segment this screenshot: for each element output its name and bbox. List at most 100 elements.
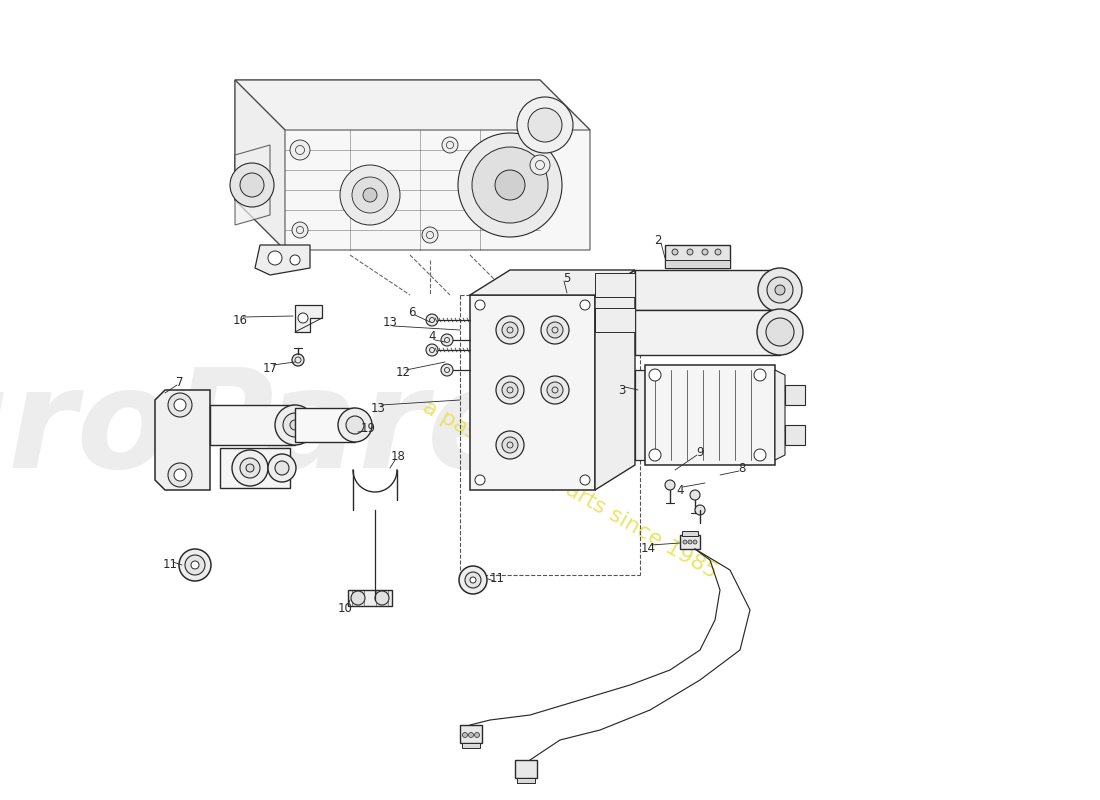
Circle shape [174, 469, 186, 481]
Circle shape [683, 540, 688, 544]
Circle shape [168, 463, 192, 487]
Circle shape [338, 408, 372, 442]
Text: 19: 19 [361, 422, 375, 434]
Circle shape [179, 549, 211, 581]
Circle shape [352, 177, 388, 213]
Circle shape [547, 322, 563, 338]
Text: 11: 11 [490, 571, 505, 585]
Circle shape [547, 382, 563, 398]
Circle shape [283, 413, 307, 437]
Circle shape [240, 173, 264, 197]
Polygon shape [235, 80, 285, 250]
Polygon shape [470, 295, 595, 490]
Circle shape [422, 227, 438, 243]
Circle shape [275, 405, 315, 445]
Circle shape [275, 461, 289, 475]
Circle shape [580, 300, 590, 310]
Polygon shape [666, 245, 730, 268]
Circle shape [458, 133, 562, 237]
Circle shape [375, 591, 389, 605]
Circle shape [496, 431, 524, 459]
Circle shape [528, 108, 562, 142]
Circle shape [268, 251, 282, 265]
Text: 4: 4 [428, 330, 436, 343]
Circle shape [191, 561, 199, 569]
Text: a passion for parts since 1985: a passion for parts since 1985 [419, 397, 720, 583]
Circle shape [475, 475, 485, 485]
Text: 8: 8 [738, 462, 746, 474]
Text: 4: 4 [676, 483, 684, 497]
Circle shape [470, 577, 476, 583]
Text: euroPares: euroPares [0, 362, 605, 498]
Circle shape [693, 540, 697, 544]
Circle shape [757, 309, 803, 355]
Circle shape [465, 572, 481, 588]
Bar [682, 531, 698, 536]
Text: 5: 5 [563, 271, 571, 285]
Circle shape [459, 566, 487, 594]
Polygon shape [235, 80, 590, 250]
Text: 10: 10 [338, 602, 352, 614]
Circle shape [441, 334, 453, 346]
Circle shape [649, 449, 661, 461]
Circle shape [290, 140, 310, 160]
Circle shape [472, 147, 548, 223]
Text: 2: 2 [654, 234, 662, 246]
Text: 13: 13 [371, 402, 385, 414]
Polygon shape [635, 370, 645, 460]
Circle shape [351, 591, 365, 605]
Polygon shape [595, 270, 635, 490]
Circle shape [290, 255, 300, 265]
Polygon shape [785, 425, 805, 445]
Circle shape [168, 393, 192, 417]
Text: 3: 3 [618, 383, 626, 397]
Circle shape [541, 316, 569, 344]
Circle shape [758, 268, 802, 312]
Bar [460, 725, 482, 743]
Bar [515, 760, 537, 778]
Circle shape [666, 480, 675, 490]
Circle shape [441, 364, 453, 376]
Circle shape [767, 277, 793, 303]
Circle shape [502, 382, 518, 398]
Circle shape [776, 285, 785, 295]
Circle shape [469, 733, 473, 738]
Circle shape [690, 490, 700, 500]
Circle shape [340, 165, 400, 225]
Bar [462, 743, 480, 748]
Circle shape [754, 369, 766, 381]
Circle shape [346, 416, 364, 434]
Circle shape [442, 137, 458, 153]
Circle shape [240, 458, 260, 478]
Bar [348, 590, 392, 606]
Text: 13: 13 [383, 317, 397, 330]
Circle shape [495, 170, 525, 200]
Circle shape [502, 322, 518, 338]
Circle shape [474, 733, 480, 738]
Polygon shape [776, 370, 785, 460]
Text: 9: 9 [696, 446, 704, 458]
Circle shape [649, 369, 661, 381]
Circle shape [766, 318, 794, 346]
Text: 11: 11 [163, 558, 177, 571]
Circle shape [426, 314, 438, 326]
Circle shape [290, 420, 300, 430]
Circle shape [292, 354, 304, 366]
Polygon shape [595, 308, 635, 332]
Circle shape [462, 733, 468, 738]
Circle shape [496, 376, 524, 404]
Circle shape [715, 249, 720, 255]
Polygon shape [155, 390, 210, 490]
Circle shape [702, 249, 708, 255]
Circle shape [298, 313, 308, 323]
Polygon shape [635, 310, 780, 355]
Circle shape [230, 163, 274, 207]
Circle shape [475, 300, 485, 310]
Text: 17: 17 [263, 362, 277, 374]
Circle shape [292, 222, 308, 238]
Circle shape [672, 249, 678, 255]
Circle shape [695, 505, 705, 515]
Circle shape [174, 399, 186, 411]
Circle shape [688, 540, 692, 544]
Text: 16: 16 [232, 314, 248, 326]
